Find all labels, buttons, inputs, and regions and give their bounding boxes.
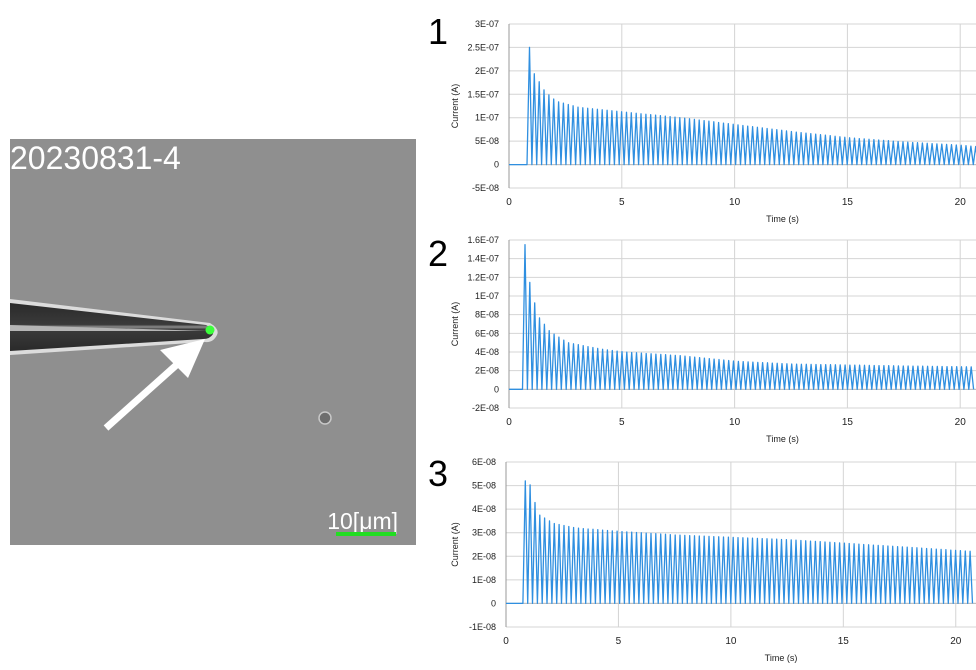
panel-number-1: 1 — [428, 11, 449, 52]
y-tick-label: 1.5E-07 — [467, 89, 499, 99]
particle — [318, 411, 332, 425]
y-axis-label: Current (A) — [450, 84, 460, 129]
y-tick-label: -5E-08 — [472, 183, 499, 193]
current-trace — [509, 46, 976, 166]
current-chart-2: 1.6E-07 1.4E-07 1.2E-07 1E-07 8E-08 6E-08 4E-0… — [450, 235, 976, 444]
panel-number-3: 3 — [428, 453, 449, 494]
current-chart-3: 6E-08 5E-08 4E-08 3E-08 2E-08 1E-08 0 -1E-08 0 5 1… — [450, 457, 976, 663]
y-axis-label: Current (A) — [450, 522, 460, 567]
y-tick-label: 3E-07 — [475, 19, 499, 29]
y-tick-label: 1.4E-07 — [467, 254, 499, 264]
x-tick-label: 10 — [729, 417, 741, 428]
current-trace — [509, 244, 975, 390]
x-axis-label: Time (s) — [766, 214, 799, 224]
x-tick-label: 0 — [503, 636, 509, 647]
scale-bar — [336, 532, 396, 536]
y-tick-label: -2E-08 — [472, 403, 499, 413]
current-chart-1: 3E-07 2.5E-07 2E-07 1.5E-07 1E-07 5E-08 0 -5E-0… — [450, 19, 976, 224]
x-tick-label: 0 — [506, 417, 512, 428]
y-tick-label: 2E-08 — [475, 366, 499, 376]
arrow-icon — [103, 339, 205, 431]
y-tick-label: 2E-08 — [472, 551, 496, 561]
current-trace — [506, 480, 974, 605]
scale-bar-label: 10[μm] — [327, 508, 398, 534]
y-tick-label: 6E-08 — [472, 457, 496, 467]
micrograph-image: 20230831-4 10[μm] — [10, 139, 416, 545]
x-tick-label: 20 — [955, 417, 967, 428]
x-tick-label: 10 — [729, 197, 741, 208]
y-tick-label: 1.2E-07 — [467, 272, 499, 282]
y-tick-label: 2E-07 — [475, 66, 499, 76]
x-tick-label: 5 — [619, 197, 625, 208]
labeled-cell-marker — [205, 325, 215, 335]
x-tick-label: 20 — [950, 636, 962, 647]
y-axis-label: Current (A) — [450, 302, 460, 347]
y-tick-label: 0 — [494, 384, 499, 394]
y-tick-label: 4E-08 — [472, 504, 496, 514]
y-tick-label: 1E-07 — [475, 113, 499, 123]
pipette — [10, 299, 218, 355]
x-tick-label: 15 — [842, 197, 854, 208]
x-tick-label: 20 — [955, 197, 967, 208]
y-tick-label: 4E-08 — [475, 347, 499, 357]
y-tick-label: 5E-08 — [472, 481, 496, 491]
y-tick-label: 8E-08 — [475, 310, 499, 320]
x-tick-label: 10 — [725, 636, 737, 647]
y-tick-label: 3E-08 — [472, 528, 496, 538]
y-tick-label: 1.6E-07 — [467, 235, 499, 245]
sample-label: 20230831-4 — [10, 140, 181, 176]
panel-number-2: 2 — [428, 233, 449, 274]
y-tick-label: 0 — [491, 598, 496, 608]
x-axis-label: Time (s) — [766, 434, 799, 444]
x-tick-label: 0 — [506, 197, 512, 208]
y-tick-label: -1E-08 — [469, 622, 496, 632]
y-tick-label: 0 — [494, 160, 499, 170]
y-tick-label: 1E-08 — [472, 575, 496, 585]
x-tick-label: 15 — [842, 417, 854, 428]
x-tick-label: 5 — [619, 417, 625, 428]
y-tick-label: 5E-08 — [475, 136, 499, 146]
y-tick-label: 1E-07 — [475, 291, 499, 301]
x-tick-label: 15 — [838, 636, 850, 647]
y-tick-label: 2.5E-07 — [467, 42, 499, 52]
x-axis-label: Time (s) — [765, 653, 798, 663]
x-tick-label: 5 — [616, 636, 622, 647]
y-tick-label: 6E-08 — [475, 328, 499, 338]
